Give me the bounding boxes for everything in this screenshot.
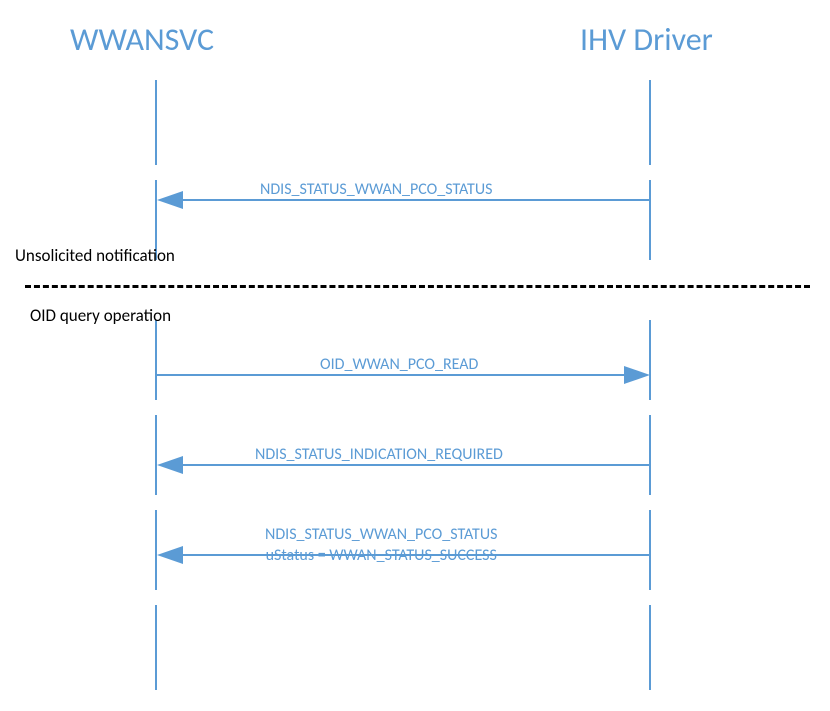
arrow-head-m3	[157, 456, 183, 474]
lifeline-right	[649, 415, 651, 495]
lifeline-left	[155, 80, 157, 165]
arrow-tick-m3	[649, 456, 651, 474]
arrow-tick-m1	[649, 191, 651, 209]
lifeline-left	[155, 320, 157, 400]
lifeline-right	[649, 320, 651, 400]
arrow-tick-m4	[649, 546, 651, 564]
arrow-head-m1	[157, 191, 183, 209]
lifeline-left	[155, 415, 157, 495]
section-unsolicited-label: Unsolicited notification	[15, 245, 175, 266]
message-m2-label: OID_WWAN_PCO_READ	[320, 355, 478, 376]
section-divider	[25, 285, 810, 288]
arrow-tick-m2	[155, 366, 157, 384]
lifeline-right	[649, 605, 651, 690]
arrow-head-m4	[157, 546, 183, 564]
message-m4-label: NDIS_STATUS_WWAN_PCO_STATUS uStatus = WW…	[265, 525, 497, 567]
message-m3-label: NDIS_STATUS_INDICATION_REQUIRED	[255, 445, 503, 466]
lifeline-left	[155, 605, 157, 690]
section-query-label: OID query operation	[30, 305, 171, 326]
message-m1-label: NDIS_STATUS_WWAN_PCO_STATUS	[260, 180, 492, 201]
arrow-head-m2	[624, 366, 650, 384]
participant-right-label: IHV Driver	[580, 20, 713, 59]
lifeline-right	[649, 80, 651, 165]
participant-left-label: WWANSVC	[70, 20, 214, 59]
